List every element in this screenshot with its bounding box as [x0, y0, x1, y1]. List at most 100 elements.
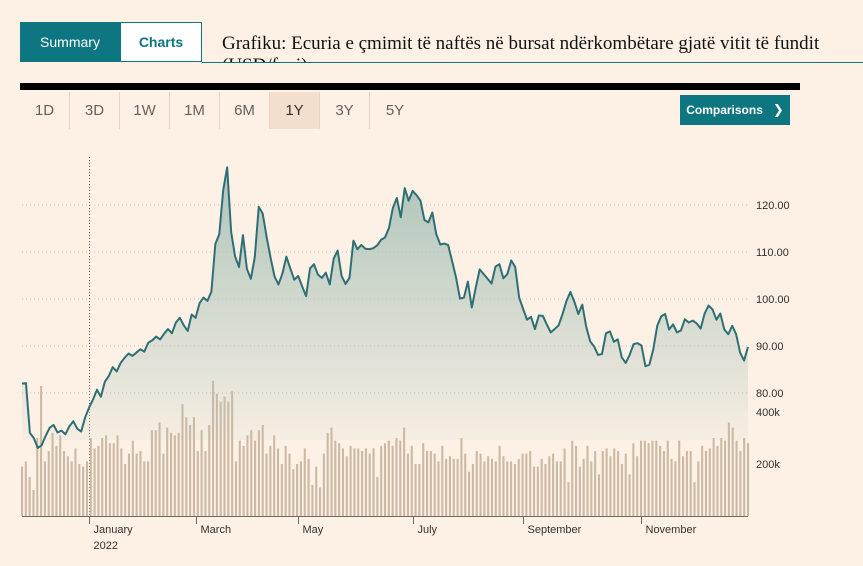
volume-bar	[238, 440, 241, 516]
volume-bar	[288, 453, 291, 516]
volume-bar	[32, 490, 35, 516]
volume-bar	[395, 438, 398, 516]
volume-bar	[97, 445, 100, 516]
volume-bar	[93, 448, 96, 516]
volume-bar	[296, 464, 299, 516]
volume-bar	[555, 461, 558, 516]
volume-bar	[364, 448, 367, 516]
volume-bar	[51, 432, 54, 516]
volume-bar	[659, 445, 662, 516]
volume-bar	[529, 451, 532, 516]
volume-bar	[498, 445, 501, 516]
volume-bar	[43, 461, 46, 516]
volume-bar	[578, 466, 581, 516]
volume-bar	[158, 422, 161, 516]
volume-bar	[636, 456, 639, 516]
volume-bar	[143, 461, 146, 516]
volume-bar	[273, 435, 276, 516]
range-3d[interactable]: 3D	[70, 92, 120, 129]
volume-bar	[101, 438, 104, 516]
volume-bar	[510, 461, 513, 516]
volume-bar	[250, 430, 253, 516]
volume-bar	[322, 453, 325, 516]
volume-bar	[575, 445, 578, 516]
volume-bar	[36, 438, 39, 516]
volume-bar	[643, 440, 646, 516]
volume-bar	[437, 461, 440, 516]
volume-bar	[105, 435, 108, 516]
volume-bar	[536, 466, 539, 516]
volume-bar	[303, 448, 306, 516]
volume-bar	[89, 438, 92, 516]
divider-rule	[20, 83, 800, 90]
volume-bar	[685, 451, 688, 516]
volume-bar	[617, 451, 620, 516]
volume-bar	[85, 461, 88, 516]
volume-bar	[487, 456, 490, 516]
volume-bar	[124, 464, 127, 516]
volume-bar	[662, 451, 665, 516]
volume-bar	[452, 458, 455, 516]
volume-bar	[307, 458, 310, 516]
volume-bar	[471, 464, 474, 516]
volume-bar	[231, 391, 234, 516]
y-tick-label: 100.00	[756, 294, 790, 306]
volume-bar	[223, 396, 226, 516]
volume-bar	[376, 477, 379, 516]
range-6m[interactable]: 6M	[220, 92, 270, 129]
x-axis-layer: January March May July September November 2022	[22, 516, 748, 552]
volume-bar	[181, 404, 184, 516]
range-1y[interactable]: 1Y	[270, 92, 320, 129]
volume-bar	[166, 427, 169, 516]
volume-bar	[513, 464, 516, 516]
range-1m[interactable]: 1M	[170, 92, 220, 129]
volume-bar	[192, 417, 195, 516]
y-tick-label: 90.00	[756, 341, 784, 353]
volume-bar	[506, 461, 509, 516]
range-1w[interactable]: 1W	[120, 92, 170, 129]
range-3y[interactable]: 3Y	[320, 92, 370, 129]
volume-bar	[609, 456, 612, 516]
volume-bar	[739, 451, 742, 516]
volume-bar	[276, 448, 280, 516]
volume-bar	[502, 456, 505, 516]
volume-bar	[338, 443, 341, 516]
volume-bar	[189, 425, 192, 516]
volume-bar	[20, 466, 24, 516]
tab-summary[interactable]: Summary	[20, 22, 120, 62]
volume-bar	[628, 474, 631, 516]
volume-bar	[475, 451, 478, 516]
volume-bar	[108, 443, 111, 516]
volume-bar	[655, 440, 658, 516]
volume-bar	[724, 440, 727, 516]
volume-bar	[24, 461, 27, 516]
volume-bar	[387, 440, 390, 516]
volume-bar	[693, 482, 696, 516]
volume-bar	[261, 425, 264, 516]
volume-bar	[208, 425, 211, 516]
price-area	[22, 167, 748, 448]
volume-bar	[82, 466, 85, 516]
range-1d[interactable]: 1D	[20, 92, 70, 129]
volume-bar	[639, 440, 643, 516]
volume-bar	[242, 445, 245, 516]
volume-bar	[746, 443, 750, 516]
comparisons-button[interactable]: Comparisons ❯	[680, 95, 790, 125]
volume-bar	[548, 456, 551, 516]
comparisons-label: Comparisons	[686, 103, 763, 117]
range-5y[interactable]: 5Y	[385, 102, 405, 119]
volume-bar	[399, 440, 402, 516]
volume-bar	[212, 380, 215, 516]
volume-bar	[464, 453, 467, 516]
volume-bar	[372, 448, 375, 516]
tab-charts[interactable]: Charts	[120, 22, 202, 62]
volume-bar	[154, 430, 157, 516]
volume-bar	[651, 440, 654, 516]
volume-bar	[196, 451, 199, 516]
volume-bar	[341, 448, 345, 516]
volume-bar	[586, 445, 589, 516]
volume-bar	[59, 435, 62, 516]
volume-tick-label: 200k	[756, 459, 780, 471]
volume-bar	[139, 451, 142, 516]
volume-bar	[383, 443, 387, 516]
